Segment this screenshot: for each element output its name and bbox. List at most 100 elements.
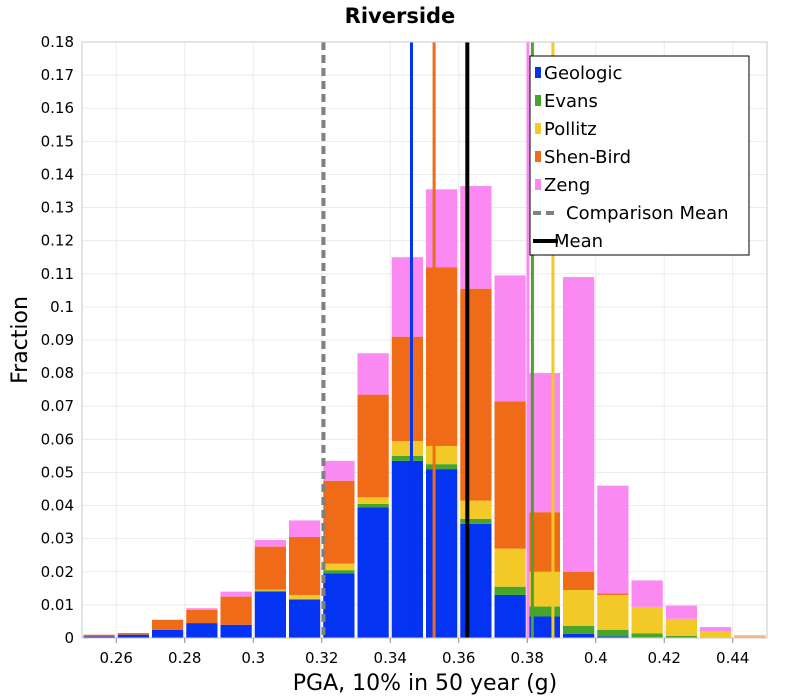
legend-label-mean: Mean	[554, 231, 603, 252]
y-tick-label: 0.01	[41, 596, 74, 614]
bar-zeng	[426, 189, 458, 268]
bar-pollitz	[734, 636, 766, 638]
bar-zeng	[186, 608, 218, 610]
bar-pollitz	[460, 500, 492, 519]
bar-zeng	[734, 635, 766, 637]
x-axis-ticks: 0.26 0.28 0.3 0.32 0.34 0.36 0.38 0.4 0.42 0.44	[100, 638, 749, 667]
bar-geologic	[494, 594, 526, 638]
bar-shen-bird	[289, 537, 321, 595]
bar-shen-bird	[563, 571, 595, 590]
bar-pollitz	[528, 571, 560, 607]
x-tick-label: 0.34	[374, 649, 407, 667]
bar-evans	[665, 636, 697, 638]
bar-zeng	[665, 605, 697, 619]
y-tick-label: 0.05	[41, 463, 74, 481]
chart-title: Riverside	[345, 4, 456, 28]
legend-label-comparison-mean: Comparison Mean	[566, 203, 729, 224]
bar-geologic	[83, 636, 115, 638]
bar-zeng	[563, 277, 595, 572]
bar-shen-bird	[83, 634, 115, 637]
y-tick-label: 0.04	[41, 497, 74, 515]
bar-evans	[563, 625, 595, 635]
legend-swatch-pollitz	[535, 123, 541, 134]
bar-zeng	[597, 485, 629, 594]
y-tick-label: 0.16	[41, 99, 74, 117]
bar-shen-bird	[220, 596, 252, 625]
bar-pollitz	[289, 594, 321, 599]
bar-shen-bird	[426, 267, 458, 446]
x-tick-label: 0.3	[241, 649, 265, 667]
bar-geologic	[254, 591, 286, 638]
legend-label-pollitz: Pollitz	[544, 119, 597, 140]
bar-evans	[426, 464, 458, 470]
bar-zeng	[528, 373, 560, 513]
bar-zeng	[357, 353, 389, 395]
y-tick-label: 0.17	[41, 66, 74, 84]
y-tick-label: 0.08	[41, 364, 74, 382]
legend-label-evans: Evans	[544, 91, 598, 112]
x-tick-label: 0.42	[648, 649, 681, 667]
bar-pollitz	[323, 563, 355, 571]
legend-label-shen-bird: Shen-Bird	[544, 147, 631, 168]
bar-evans	[323, 570, 355, 574]
x-tick-label: 0.36	[442, 649, 475, 667]
y-tick-label: 0.1	[50, 298, 74, 316]
bar-pollitz	[700, 631, 732, 638]
bar-pollitz	[563, 589, 595, 626]
bar-geologic	[426, 469, 458, 638]
y-tick-label: 0.06	[41, 430, 74, 448]
bar-geologic	[186, 623, 218, 638]
bar-pollitz	[391, 440, 423, 456]
bar-shen-bird	[323, 480, 355, 564]
legend-swatch-geologic	[535, 67, 541, 78]
bar-shen-bird	[391, 336, 423, 441]
bar-geologic	[357, 507, 389, 638]
bar-pollitz	[494, 548, 526, 587]
bar-evans	[494, 586, 526, 595]
bar-pollitz	[631, 606, 663, 634]
bar-evans	[289, 598, 321, 600]
bar-zeng	[700, 627, 732, 632]
x-axis-label: PGA, 10% in 50 year (g)	[293, 671, 557, 696]
y-tick-label: 0.15	[41, 132, 74, 150]
y-axis-ticks: 0 0.01 0.02 0.03 0.04 0.05 0.06 0.07 0.08 0.09 0.1…	[41, 33, 74, 647]
bar-shen-bird	[254, 546, 286, 590]
x-tick-label: 0.26	[100, 649, 133, 667]
bar-geologic	[323, 573, 355, 638]
y-tick-label: 0.12	[41, 232, 74, 250]
bar-geologic	[391, 460, 423, 638]
legend-label-geologic: Geologic	[544, 63, 622, 84]
bar-geologic	[597, 636, 629, 638]
bar-pollitz	[357, 497, 389, 504]
bar-zeng	[391, 257, 423, 337]
y-tick-label: 0.18	[41, 33, 74, 51]
bar-zeng	[323, 460, 355, 481]
y-tick-label: 0.13	[41, 199, 74, 217]
legend-swatch-shen-bird	[535, 151, 541, 162]
y-axis-label: Fraction	[8, 296, 33, 384]
x-tick-label: 0.28	[168, 649, 201, 667]
bar-evans	[597, 629, 629, 637]
bar-zeng	[460, 186, 492, 289]
bar-pollitz	[665, 618, 697, 637]
x-tick-label: 0.4	[584, 649, 608, 667]
y-tick-label: 0.03	[41, 530, 74, 548]
x-tick-label: 0.38	[511, 649, 544, 667]
plot-frame	[81, 41, 768, 639]
bar-zeng	[254, 539, 286, 547]
bar-geologic	[117, 634, 149, 638]
bar-evans	[460, 518, 492, 524]
legend: Geologic Evans Pollitz Shen-Bird Zeng Compari…	[529, 55, 750, 256]
bar-zeng	[494, 275, 526, 402]
bar-shen-bird	[186, 609, 218, 624]
y-tick-label: 0.09	[41, 331, 74, 349]
y-tick-label: 0	[64, 629, 74, 647]
bar-evans	[254, 590, 286, 592]
bar-zeng	[220, 591, 252, 597]
bar-pollitz	[597, 594, 629, 630]
x-tick-label: 0.44	[716, 649, 749, 667]
bar-pollitz	[426, 445, 458, 465]
legend-box	[529, 55, 750, 256]
bar-shen-bird	[528, 512, 560, 572]
